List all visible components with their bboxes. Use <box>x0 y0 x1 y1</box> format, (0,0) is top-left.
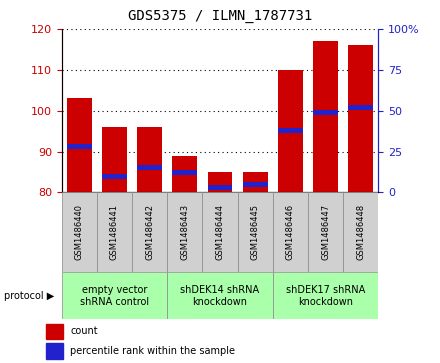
Text: GSM1486443: GSM1486443 <box>180 204 189 260</box>
Bar <box>278 128 303 133</box>
Bar <box>278 70 303 192</box>
Bar <box>348 105 373 110</box>
Bar <box>102 127 127 192</box>
Bar <box>132 192 167 272</box>
Bar <box>62 272 167 319</box>
Bar <box>208 172 232 192</box>
Text: GSM1486445: GSM1486445 <box>251 204 260 260</box>
Bar <box>67 98 92 192</box>
Bar <box>273 192 308 272</box>
Text: GSM1486441: GSM1486441 <box>110 204 119 260</box>
Bar <box>172 156 197 192</box>
Bar <box>137 166 162 170</box>
Bar <box>273 272 378 319</box>
Text: percentile rank within the sample: percentile rank within the sample <box>70 346 235 356</box>
Text: shDEK14 shRNA
knockdown: shDEK14 shRNA knockdown <box>180 285 260 307</box>
Bar <box>46 324 63 339</box>
Bar <box>238 192 273 272</box>
Bar <box>102 174 127 179</box>
Bar <box>62 192 97 272</box>
Bar <box>243 172 268 192</box>
Bar <box>313 110 338 115</box>
Bar <box>97 192 132 272</box>
Text: empty vector
shRNA control: empty vector shRNA control <box>80 285 149 307</box>
Bar <box>167 192 202 272</box>
Text: count: count <box>70 326 98 336</box>
Bar <box>67 144 92 149</box>
Bar <box>308 192 343 272</box>
Text: GSM1486448: GSM1486448 <box>356 204 365 260</box>
Text: GSM1486442: GSM1486442 <box>145 204 154 260</box>
Text: GSM1486444: GSM1486444 <box>216 204 224 260</box>
Text: GSM1486440: GSM1486440 <box>75 204 84 260</box>
Bar <box>46 343 63 359</box>
Text: shDEK17 shRNA
knockdown: shDEK17 shRNA knockdown <box>286 285 365 307</box>
Bar <box>202 192 238 272</box>
Bar <box>137 127 162 192</box>
Bar <box>208 185 232 190</box>
Bar <box>243 182 268 187</box>
Text: GDS5375 / ILMN_1787731: GDS5375 / ILMN_1787731 <box>128 9 312 23</box>
Text: protocol ▶: protocol ▶ <box>4 291 55 301</box>
Bar <box>348 45 373 192</box>
Bar <box>167 272 273 319</box>
Bar <box>313 41 338 192</box>
Text: GSM1486446: GSM1486446 <box>286 204 295 260</box>
Bar <box>343 192 378 272</box>
Bar <box>172 170 197 175</box>
Text: GSM1486447: GSM1486447 <box>321 204 330 260</box>
